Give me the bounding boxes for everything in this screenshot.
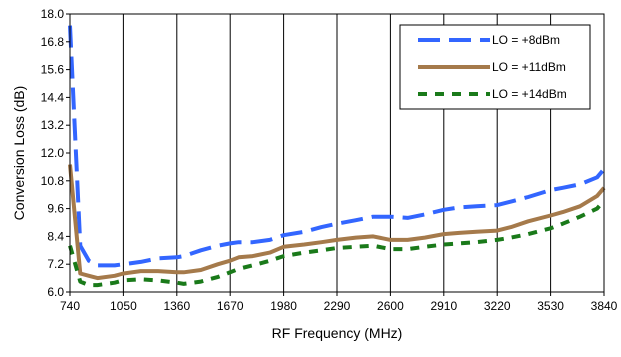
x-tick-label: 1050 [110,299,137,313]
y-tick-label: 8.4 [47,229,64,243]
x-tick-label: 2910 [430,299,457,313]
legend-items: LO = +8dBm LO = +11dBm LO = +14dBm [418,33,567,101]
series-line-1 [68,25,606,268]
x-axis-label: RF Frequency (MHz) [272,325,403,341]
legend-label-2: LO = +11dBm [492,60,566,74]
y-tick-label: 12.0 [41,146,65,160]
y-tick-label: 9.6 [47,202,64,216]
x-tick-label: 1360 [163,299,190,313]
y-tick-label: 14.4 [41,90,65,104]
y-tick-label: 6.0 [47,285,64,299]
tick-layer: 740 1050 1360 1670 1980 2290 2600 2910 3220 3530 3… [41,7,618,313]
legend-label-3: LO = +14dBm [492,87,567,101]
y-tick-label: 18.0 [41,7,65,21]
x-tick-label: 2290 [324,299,351,313]
x-tick-label: 1980 [270,299,297,313]
y-tick-label: 16.8 [41,35,65,49]
legend: LO = +8dBm LO = +11dBm LO = +14dBm [399,24,591,110]
x-tick-label: 3840 [591,299,618,313]
y-tick-label: 15.6 [41,63,65,77]
y-tick-label: 7.2 [47,257,64,271]
x-tick-label: 740 [60,299,80,313]
x-tick-label: 3530 [537,299,564,313]
y-tick-label: 13.2 [41,118,65,132]
x-tick-label: 3220 [484,299,511,313]
series-line-3 [68,199,606,288]
legend-label-1: LO = +8dBm [492,33,560,47]
y-axis-label: Conversion Loss (dB) [11,86,27,221]
y-tick-label: 10.8 [41,174,65,188]
x-tick-label: 2600 [377,299,404,313]
series-layer [68,25,606,288]
series-line-2 [68,164,606,281]
x-tick-label: 1670 [217,299,244,313]
